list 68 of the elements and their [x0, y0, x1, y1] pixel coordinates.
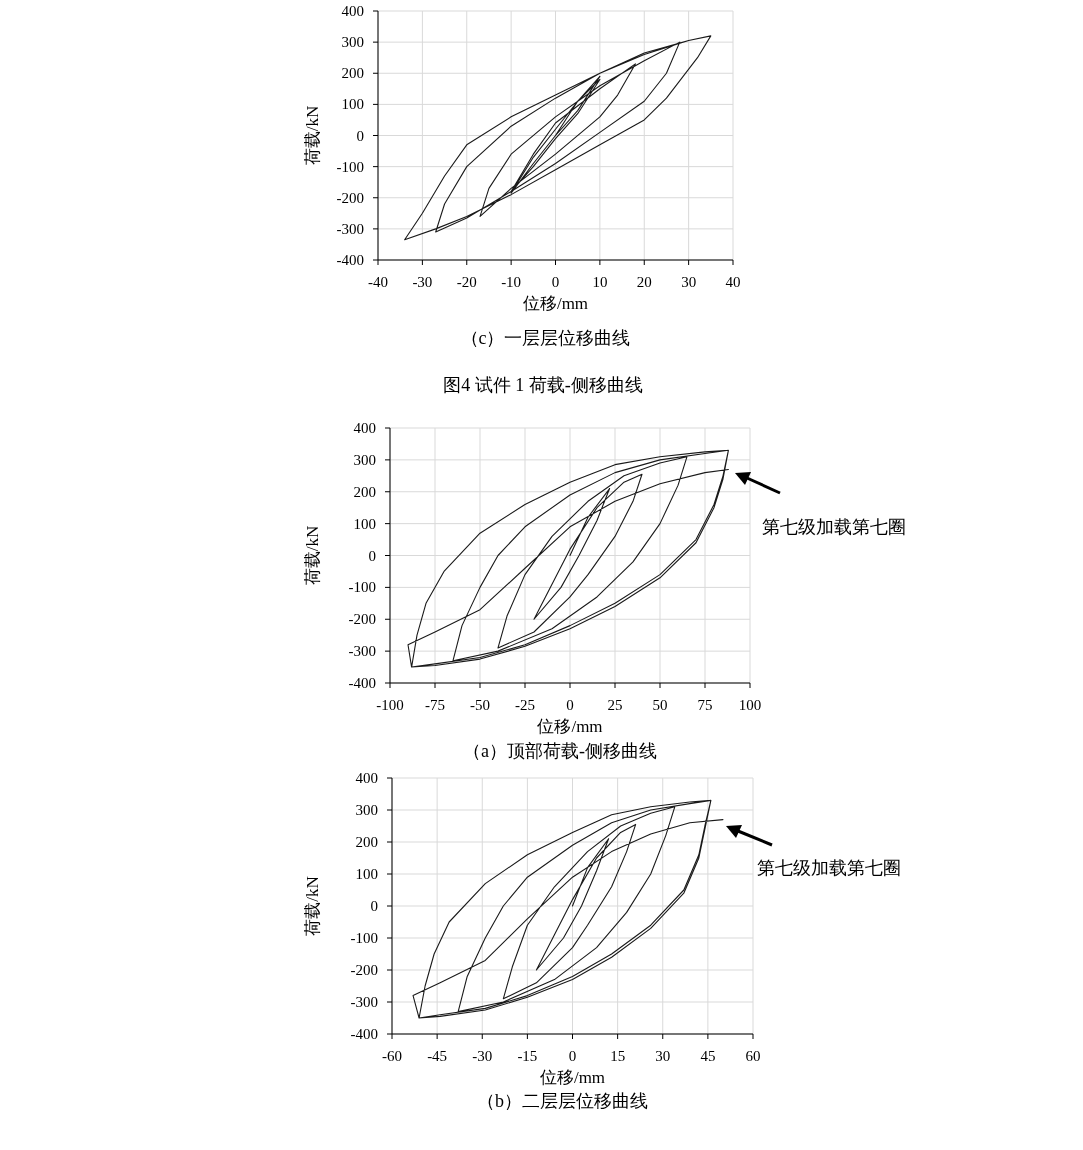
y-tick-label: -400 — [336, 252, 364, 268]
x-tick-label: 25 — [607, 697, 623, 713]
y-tick-label: 200 — [355, 834, 378, 850]
x-tick-label: 100 — [738, 697, 762, 713]
x-tick-label: -20 — [456, 274, 477, 290]
y-tick-label: 0 — [368, 547, 376, 564]
caption: 图4 试件 1 荷载-侧移曲线 — [443, 375, 643, 395]
x-tick-label: 0 — [551, 274, 560, 290]
text: （c）一层层位移曲线 — [460, 328, 631, 348]
y-tick-label: 300 — [341, 34, 364, 51]
y-tick-label: -100 — [350, 930, 378, 946]
x-tick-label: 50 — [652, 697, 668, 713]
y-tick-label: -100 — [336, 158, 364, 175]
y-tick-label: 400 — [341, 3, 364, 19]
y-tick-label: -400 — [348, 675, 376, 691]
x-tick-label: 30 — [681, 274, 697, 290]
x-tick-label: -25 — [515, 697, 535, 713]
y-tick-label: -400 — [350, 1026, 378, 1042]
line-series — [412, 799, 724, 1019]
x-tick-label: 10 — [592, 274, 608, 290]
y-tick-label: 0 — [370, 898, 378, 914]
x-tick-label: -75 — [425, 697, 445, 713]
y-tick-label: 100 — [355, 866, 378, 882]
y-tick-label: 400 — [353, 420, 376, 436]
y-axis-title: 荷载/kN — [303, 105, 322, 166]
y-tick-label: 200 — [353, 483, 376, 500]
x-tick-label: -10 — [501, 274, 522, 290]
y-tick-label: 300 — [355, 802, 378, 818]
y-tick-label: 0 — [356, 127, 364, 144]
x-axis-title: 位移/mm — [539, 1068, 606, 1087]
y-tick-label: 100 — [341, 96, 364, 113]
x-tick-label: 30 — [655, 1048, 671, 1064]
y-tick-label: -200 — [350, 962, 378, 978]
x-tick-label: -30 — [412, 274, 433, 290]
y-tick-label: -200 — [348, 611, 376, 628]
text: （a）顶部荷载-侧移曲线 — [463, 741, 657, 761]
y-tick-label: -300 — [336, 220, 364, 237]
x-tick-label: 0 — [568, 1048, 577, 1064]
x-tick-label: 75 — [697, 697, 713, 713]
x-axis-title: 位移/mm — [522, 294, 589, 313]
y-tick-label: -300 — [350, 994, 378, 1010]
x-tick-label: -50 — [470, 697, 490, 713]
y-tick-label: 200 — [341, 65, 364, 82]
x-tick-label: 20 — [636, 274, 652, 290]
y-tick-label: 400 — [355, 770, 378, 786]
x-tick-label: 45 — [700, 1048, 716, 1064]
x-tick-label: 60 — [745, 1048, 761, 1064]
text: 第七级加载第七圈 — [757, 858, 901, 878]
y-axis-title: 荷载/kN — [303, 525, 322, 586]
x-tick-label: -60 — [382, 1048, 402, 1064]
y-axis-title: 荷载/kN — [303, 876, 322, 936]
x-axis-title: 位移/mm — [537, 717, 603, 736]
x-tick-label: -30 — [472, 1048, 493, 1064]
text: （b）二层层位移曲线 — [477, 1091, 648, 1111]
y-tick-label: -100 — [348, 579, 376, 596]
y-tick-label: 100 — [353, 515, 376, 532]
text: 第七级加载第七圈 — [762, 517, 906, 537]
y-tick-label: -200 — [336, 189, 364, 206]
line-series — [404, 35, 712, 241]
y-tick-label: 300 — [353, 451, 376, 468]
line-series — [407, 449, 729, 668]
x-tick-label: 40 — [725, 274, 741, 290]
x-tick-label: 15 — [610, 1048, 626, 1064]
y-tick-label: -300 — [348, 643, 376, 660]
x-tick-label: -15 — [517, 1048, 538, 1064]
x-tick-label: -40 — [368, 274, 388, 290]
x-tick-label: -45 — [427, 1048, 448, 1064]
x-tick-label: 0 — [566, 697, 574, 713]
